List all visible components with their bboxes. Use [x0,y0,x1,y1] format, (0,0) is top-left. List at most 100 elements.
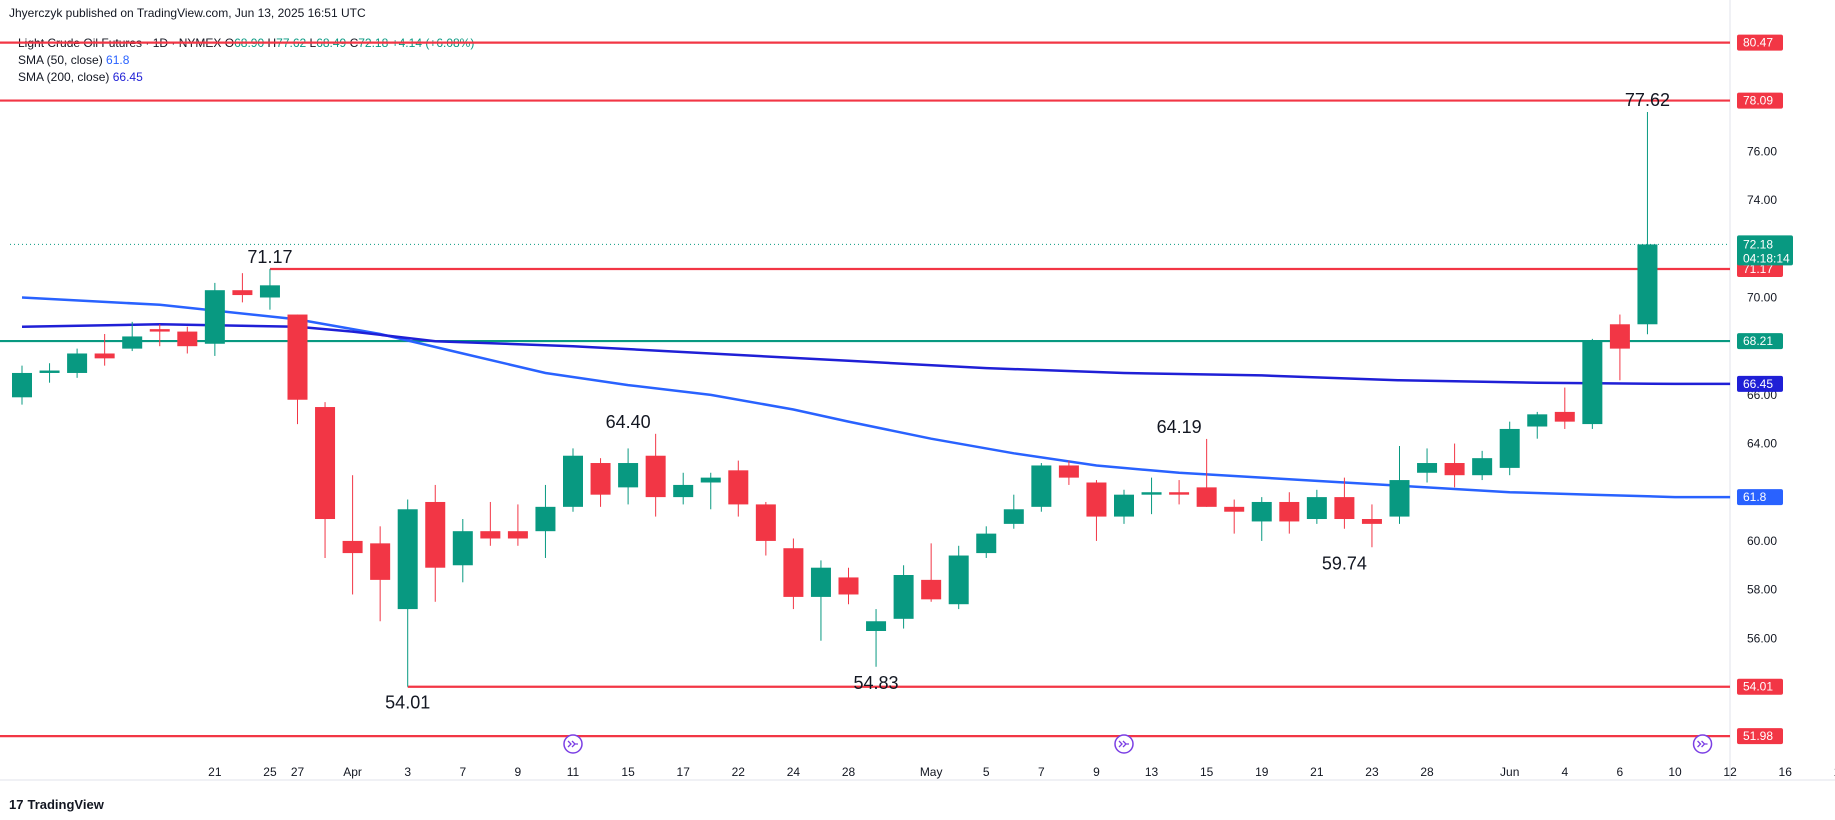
x-tick-label: 19 [1255,765,1269,779]
x-tick-label: 24 [787,765,801,779]
candle-down [425,501,446,568]
candle-down [315,407,336,520]
x-tick-label: 4 [1561,765,1568,779]
x-tick-label: 21 [208,765,222,779]
candle-down [755,504,776,541]
candle-down [1361,519,1382,524]
event-marker-icon[interactable] [563,734,583,754]
tradingview-footer[interactable]: 17 TradingView [9,797,104,812]
price-tag-box [1737,235,1793,266]
price-annotation: 54.01 [385,693,430,713]
x-tick-label: 10 [1668,765,1682,779]
sma50-row[interactable]: SMA (50, close) 61.8 [18,52,474,69]
y-tick-label: 64.00 [1747,437,1777,451]
level-tag-box [1737,333,1783,350]
candle-up [397,509,418,610]
candle-down [232,290,253,296]
candle-up [948,555,969,605]
x-tick-label: May [920,765,943,779]
x-tick-label: 25 [263,765,277,779]
candle-up [893,575,914,619]
sma200-row[interactable]: SMA (200, close) 66.45 [18,69,474,86]
candle-up [1527,414,1548,427]
level-tag-box [1737,678,1783,695]
candle-down [1224,506,1245,512]
x-tick-label: 12 [1723,765,1737,779]
x-tick-label: 15 [621,765,635,779]
candle-up [976,533,997,554]
candle-down [590,463,611,495]
candle-down [287,314,308,400]
candle-up [204,290,225,344]
candle-down [1196,487,1217,507]
level-tag-box [1737,728,1783,745]
x-tick-label: Jun [1500,765,1519,779]
level-tag-box [1737,92,1783,109]
candle-up [1499,428,1520,468]
price-tag-box [1737,489,1783,506]
x-tick-label: 11 [567,765,580,779]
candle-down [1334,497,1355,520]
candle-up [1417,463,1438,473]
candle-down [1444,463,1465,476]
level-tag-label: 78.09 [1743,94,1773,108]
candle-up [1472,458,1493,476]
price-tag-sub: 04:18:14 [1743,251,1790,265]
candle-up [1251,501,1272,522]
candle-up [12,372,32,398]
candle-up [1306,497,1327,520]
x-tick-label: 28 [842,765,856,779]
candle-down [370,543,391,580]
price-annotation: 54.83 [854,673,899,693]
tradingview-logo-icon: 17 [9,797,24,812]
sma200-line [21,323,1731,386]
x-tick-label: 27 [291,765,305,779]
candle-down [645,455,666,498]
candle-up [259,285,280,298]
publisher-attribution: Jhyerczyk published on TradingView.com, … [9,6,366,20]
candle-down [728,470,749,505]
candle-up [700,477,721,483]
y-tick-label: 70.00 [1747,291,1777,305]
level-tag-label: 68.21 [1743,334,1773,348]
candle-down [783,548,804,597]
level-tag-label: 71.17 [1743,262,1773,276]
event-marker-icon[interactable] [1114,734,1134,754]
price-tag-box [1737,375,1783,392]
x-tick-label: 7 [1038,765,1045,779]
candle-up [673,484,694,498]
x-tick-label: 16 [1779,765,1793,779]
event-marker-icon[interactable] [1692,734,1713,754]
candle-up [67,353,88,373]
x-tick-label: 6 [1617,765,1624,779]
y-tick-label: 74.00 [1747,193,1777,207]
price-annotation: 71.17 [247,247,292,267]
candle-up [122,336,143,349]
candle-up [1582,341,1603,425]
price-annotation: 59.74 [1322,553,1367,573]
candle-down [1554,411,1575,422]
x-tick-label: 9 [1093,765,1100,779]
sma50-line [21,296,1731,499]
candle-up [1031,465,1052,507]
sma50-label: SMA (50, close) [18,53,103,67]
candle-up [866,621,887,631]
x-tick-label: 7 [459,765,466,779]
candle-down [838,577,859,595]
price-tag-label: 61.8 [1743,490,1767,504]
level-tag-label: 54.01 [1743,680,1773,694]
y-tick-label: 56.00 [1747,631,1777,645]
sma200-value: 66.45 [112,70,143,84]
candle-up [535,506,556,532]
candle-down [1169,492,1190,495]
x-tick-label: 28 [1420,765,1434,779]
x-tick-label: 3 [404,765,411,779]
candle-down [149,329,170,332]
candle-up [810,567,831,597]
price-annotation: 77.62 [1625,90,1670,110]
candle-up [39,370,60,373]
level-tag-label: 80.47 [1743,36,1773,50]
candle-up [618,463,639,488]
candle-down [1609,324,1630,349]
